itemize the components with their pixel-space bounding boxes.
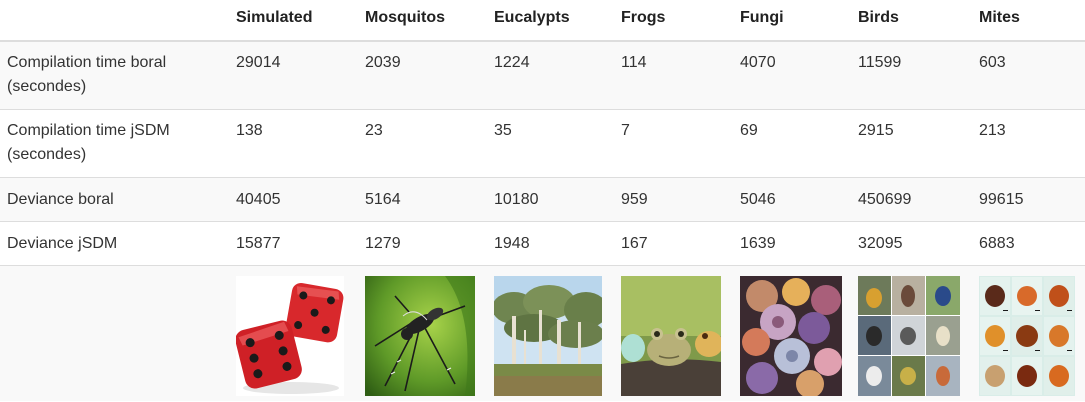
table-cell: 35 <box>487 108 614 177</box>
header-birds: Birds <box>851 0 972 42</box>
mosquito-image <box>365 275 475 396</box>
table-cell: 40405 <box>229 176 358 221</box>
table-cell: 32095 <box>851 220 972 265</box>
table-cell: 2039 <box>358 40 487 109</box>
mites-collage-image <box>979 275 1075 396</box>
table-cell: 11599 <box>851 40 972 109</box>
table-cell: 5046 <box>733 176 851 221</box>
table-cell: 4070 <box>733 40 851 109</box>
row-label <box>0 264 229 401</box>
table-cell: 15877 <box>229 220 358 265</box>
table-cell: 1639 <box>733 220 851 265</box>
table-cell: 959 <box>614 176 733 221</box>
header-simulated: Simulated <box>229 0 358 42</box>
header-fungi: Fungi <box>733 0 851 42</box>
table-cell: 29014 <box>229 40 358 109</box>
table-cell: 1279 <box>358 220 487 265</box>
table-cell: 7 <box>614 108 733 177</box>
table-cell: 114 <box>614 40 733 109</box>
row-label: Compilation time jSDM (secondes) <box>0 108 229 177</box>
header-eucalypts: Eucalypts <box>487 0 614 42</box>
table-row: Compilation time boral (secondes) 29014 2… <box>0 40 1085 109</box>
table-cell: 167 <box>614 220 733 265</box>
fungi-image <box>740 275 842 396</box>
header-mosquitos: Mosquitos <box>358 0 487 42</box>
header-mites: Mites <box>972 0 1085 42</box>
table-cell: 23 <box>358 108 487 177</box>
eucalyptus-forest-image <box>494 275 602 396</box>
row-label-line2: (secondes) <box>7 145 87 163</box>
table-cell: 138 <box>229 108 358 177</box>
frogs-image <box>621 275 721 396</box>
dice-image <box>236 275 344 396</box>
table-cell: 5164 <box>358 176 487 221</box>
row-label: Deviance boral <box>0 176 229 221</box>
table-cell: 69 <box>733 108 851 177</box>
birds-collage-image <box>858 275 960 396</box>
row-label: Deviance jSDM <box>0 220 229 265</box>
table-cell: 99615 <box>972 176 1085 221</box>
table-cell: 450699 <box>851 176 972 221</box>
table-cell: 213 <box>972 108 1085 177</box>
table-row: Deviance boral 40405 5164 10180 959 5046… <box>0 176 1085 221</box>
image-row <box>0 264 1085 401</box>
table-row: Compilation time jSDM (secondes) 138 23 3… <box>0 108 1085 177</box>
row-label-line2: (secondes) <box>7 78 87 95</box>
header-frogs: Frogs <box>614 0 733 42</box>
header-row: Simulated Mosquitos Eucalypts Frogs Fung… <box>0 0 1085 42</box>
row-label: Compilation time boral (secondes) <box>0 40 229 109</box>
table-cell: 1224 <box>487 40 614 109</box>
row-label-line1: Compilation time boral <box>7 54 167 71</box>
row-label-line1: Compilation time jSDM <box>7 121 170 139</box>
table-cell: 603 <box>972 40 1085 109</box>
table-cell: 1948 <box>487 220 614 265</box>
table-cell: 6883 <box>972 220 1085 265</box>
table-cell: 10180 <box>487 176 614 221</box>
table-cell: 2915 <box>851 108 972 177</box>
header-empty <box>0 0 229 42</box>
table-row: Deviance jSDM 15877 1279 1948 167 1639 3… <box>0 220 1085 265</box>
